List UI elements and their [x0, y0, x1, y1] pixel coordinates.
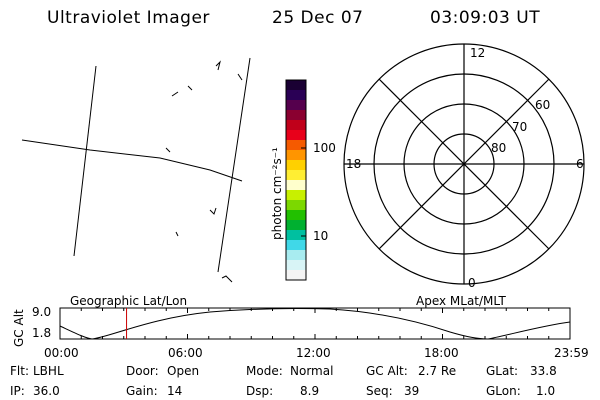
colorbar-segment — [286, 270, 306, 281]
time-tick-0600: 06:00 — [168, 346, 203, 360]
gcalt-value: 2.7 Re — [418, 364, 457, 378]
timeline-ymax: 9.0 — [32, 305, 52, 319]
polar-diagonal-2 — [378, 78, 550, 250]
lat-label-60: 60 — [535, 98, 551, 112]
mlt-label-6: 6 — [576, 157, 584, 171]
lat-label-80: 80 — [491, 141, 507, 155]
timeline-ymin: 1.8 — [32, 326, 52, 340]
colorbar-segment — [286, 240, 306, 251]
glat-value: 33.8 — [530, 364, 557, 378]
mlt-label-0: 0 — [468, 276, 476, 290]
colorbar-tick-10: 10 — [313, 229, 329, 243]
dsp-label: Dsp: — [246, 384, 274, 398]
longitude-line-right — [217, 57, 251, 273]
flt-label: Flt: — [10, 364, 29, 378]
instrument-title: Ultraviolet Imager — [47, 8, 210, 28]
colorbar-tick-100: 100 — [313, 141, 336, 155]
seq-label: Seq: — [366, 384, 393, 398]
colorbar-segment — [286, 160, 306, 171]
timeline-right-title: Apex MLat/MLT — [416, 294, 506, 308]
mlt-label-18: 18 — [346, 157, 362, 171]
colorbar-segment — [286, 100, 306, 111]
lat-label-70: 70 — [512, 120, 528, 134]
mlt-label-12: 12 — [470, 46, 486, 60]
gain-label: Gain: — [126, 384, 158, 398]
colorbar-segment — [286, 110, 306, 121]
glat-label: GLat: — [486, 364, 519, 378]
colorbar-segment — [286, 250, 306, 261]
colorbar-segment — [286, 190, 306, 201]
colorbar-segment — [286, 130, 306, 141]
mode-value: Normal — [290, 364, 334, 378]
door-value: Open — [167, 364, 200, 378]
colorbar-segment — [286, 220, 306, 231]
colorbar-segment — [286, 80, 306, 91]
ip-label: IP: — [10, 384, 25, 398]
seq-value: 39 — [404, 384, 420, 398]
altitude-curve — [59, 307, 571, 340]
colorbar-segment — [286, 230, 306, 241]
time-tick-1800: 18:00 — [424, 346, 459, 360]
colorbar-segment — [286, 90, 306, 101]
date-label: 25 Dec 07 — [272, 8, 364, 28]
colorbar-border — [285, 79, 307, 281]
colorbar-segment — [286, 200, 306, 211]
longitude-line-left — [73, 65, 97, 257]
glon-label: GLon: — [486, 384, 521, 398]
colorbar-segment — [286, 140, 306, 151]
timeline-left-title: Geographic Lat/Lon — [70, 294, 188, 308]
gcalt-label: GC Alt: — [366, 364, 408, 378]
latitude-line — [21, 139, 243, 182]
mode-label: Mode: — [246, 364, 283, 378]
time-tick-2359: 23:59 — [554, 346, 589, 360]
dsp-value: 8.9 — [300, 384, 320, 398]
time-tick-0000: 00:00 — [44, 346, 79, 360]
ip-value: 36.0 — [33, 384, 60, 398]
flt-value: LBHL — [33, 364, 64, 378]
colorbar-segment — [286, 150, 306, 161]
colorbar-segment — [286, 180, 306, 191]
colorbar-segment — [286, 260, 306, 271]
colorbar-segment — [286, 210, 306, 221]
door-label: Door: — [126, 364, 159, 378]
time-label: 03:09:03 UT — [430, 8, 541, 28]
time-tick-1200: 12:00 — [296, 346, 331, 360]
colorbar-segment — [286, 120, 306, 131]
colorbar-segment — [286, 170, 306, 181]
glon-value: 1.0 — [536, 384, 556, 398]
gain-value: 14 — [167, 384, 183, 398]
